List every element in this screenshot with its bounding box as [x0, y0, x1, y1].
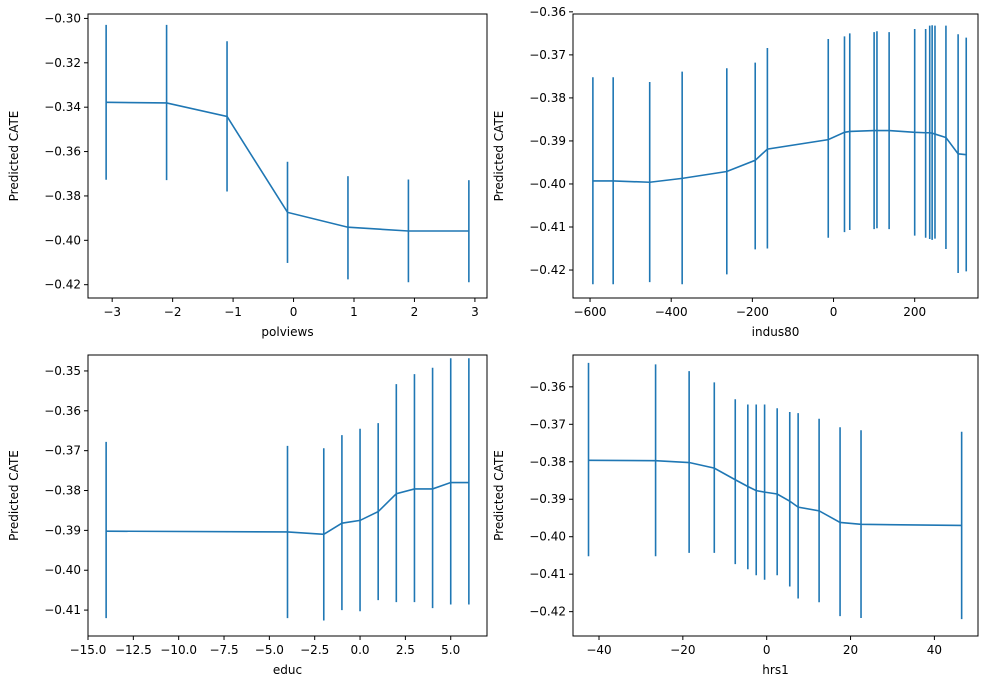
y-axis-label: Predicted CATE [7, 450, 21, 541]
y-tick-label: −0.40 [529, 177, 566, 191]
y-tick-label: −0.41 [529, 220, 566, 234]
y-tick-label: −0.36 [529, 380, 566, 394]
x-tick-label: 40 [927, 643, 942, 657]
x-axis-label: polviews [261, 325, 313, 339]
y-tick-label: −0.36 [529, 5, 566, 19]
x-tick-label: −12.5 [115, 643, 152, 657]
y-tick-label: −0.37 [529, 417, 566, 431]
series-line [592, 129, 967, 184]
educ-panel: −15.0 −12.5 −10.0 −7.5 −5.0 −2.5 0.0 2.5 5.0 −0.4… [7, 354, 488, 677]
axes-frame [87, 354, 488, 637]
y-tick-label: −0.39 [44, 523, 81, 537]
x-tick-label: −200 [736, 305, 769, 319]
x-tick-label: 0 [290, 305, 298, 319]
indus80-panel: −600 −400 −200 0 200 −0.42 −0.41 −0.40 −0.39 −0.3… [492, 5, 979, 339]
y-tick-label: −0.38 [44, 484, 81, 498]
x-tick-label: −2 [164, 305, 182, 319]
x-tick-label: 0 [830, 305, 838, 319]
x-tick-label: 2.5 [396, 643, 415, 657]
y-axis-label: Predicted CATE [492, 111, 506, 202]
x-tick-label: 0 [763, 643, 771, 657]
series-line [588, 459, 962, 527]
y-tick-label: −0.42 [529, 263, 566, 277]
hrs1-panel: −40 −20 0 20 40 −0.42 −0.41 −0.40 −0.39 −0.38 −0.3… [492, 354, 979, 677]
y-tick-label: −0.36 [44, 145, 81, 159]
y-tick-label: −0.37 [529, 48, 566, 62]
x-tick-label: −3 [103, 305, 121, 319]
x-tick-label: −20 [670, 643, 695, 657]
x-tick-label: −7.5 [209, 643, 238, 657]
axes-frame [572, 13, 979, 299]
y-axis-label: Predicted CATE [7, 111, 21, 202]
series-line [106, 481, 469, 536]
x-tick-label: −1 [224, 305, 242, 319]
polviews-panel: −3 −2 −1 0 1 2 3 −0.42 −0.40 −0.38 −0.36 −0.34 −0.32… [7, 11, 488, 339]
x-axis-label: educ [273, 663, 302, 677]
series-line [106, 101, 469, 232]
y-tick-label: −0.42 [529, 605, 566, 619]
y-tick-label: −0.34 [44, 100, 81, 114]
y-tick-label: −0.40 [44, 563, 81, 577]
y-axis-label: Predicted CATE [492, 450, 506, 541]
y-tick-label: −0.39 [529, 492, 566, 506]
y-tick-label: −0.42 [44, 278, 81, 292]
x-tick-label: 20 [843, 643, 858, 657]
y-tick-label: −0.40 [44, 233, 81, 247]
x-tick-label: −2.5 [300, 643, 329, 657]
y-tick-label: −0.40 [529, 530, 566, 544]
x-tick-label: 200 [903, 305, 926, 319]
x-axis-label: hrs1 [762, 663, 788, 677]
x-tick-label: 1 [350, 305, 358, 319]
y-tick-label: −0.38 [529, 91, 566, 105]
x-tick-label: 0.0 [350, 643, 369, 657]
x-tick-label: −400 [655, 305, 688, 319]
y-tick-label: −0.38 [529, 455, 566, 469]
y-tick-label: −0.30 [44, 11, 81, 25]
x-tick-label: 3 [471, 305, 479, 319]
y-tick-label: −0.36 [44, 404, 81, 418]
x-tick-label: 2 [411, 305, 419, 319]
y-tick-label: −0.32 [44, 56, 81, 70]
y-tick-label: −0.39 [529, 134, 566, 148]
axes-frame [87, 13, 488, 299]
x-tick-label: 5.0 [441, 643, 460, 657]
x-axis-label: indus80 [752, 325, 800, 339]
y-tick-label: −0.41 [529, 567, 566, 581]
x-tick-label: −40 [586, 643, 611, 657]
x-tick-label: −600 [574, 305, 607, 319]
y-tick-label: −0.41 [44, 603, 81, 617]
x-tick-label: −5.0 [255, 643, 284, 657]
x-tick-label: −10.0 [160, 643, 197, 657]
axes-frame [572, 354, 979, 637]
y-tick-label: −0.37 [44, 444, 81, 458]
y-tick-label: −0.38 [44, 189, 81, 203]
x-tick-label: −15.0 [70, 643, 107, 657]
y-tick-label: −0.35 [44, 364, 81, 378]
